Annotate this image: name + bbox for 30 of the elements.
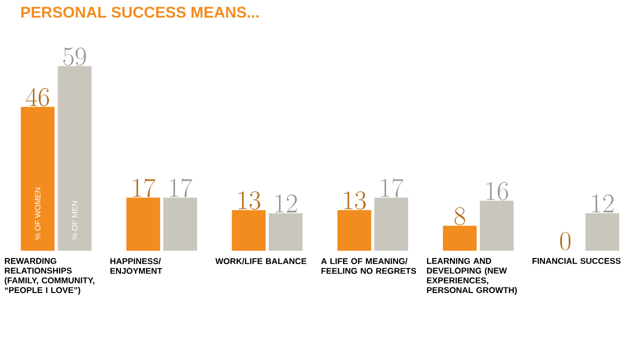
bar bbox=[374, 198, 408, 251]
bar bbox=[268, 213, 303, 251]
data-label: 17 bbox=[170, 178, 192, 198]
x-tick-label: HAPPINESS/ ENJOYMENT bbox=[110, 258, 162, 274]
data-label: 13 bbox=[238, 191, 260, 210]
bar bbox=[442, 226, 477, 251]
data-label: 59 bbox=[63, 48, 86, 66]
data-label: 13 bbox=[344, 191, 366, 210]
chart-title: PERSONAL SUCCESS MEANS... bbox=[21, 6, 259, 18]
data-label: 12 bbox=[276, 194, 297, 212]
bar bbox=[232, 210, 266, 251]
bar bbox=[126, 198, 160, 251]
data-label: 12 bbox=[592, 194, 614, 212]
data-label: 8 bbox=[454, 207, 466, 226]
data-label: 16 bbox=[486, 182, 508, 200]
bar bbox=[163, 198, 198, 251]
bar bbox=[20, 106, 55, 251]
data-label: 0 bbox=[560, 232, 570, 250]
x-tick-label: FINANCIAL SUCCESS bbox=[532, 258, 621, 264]
x-tick-label: REWARDING RELATIONSHIPS (FAMILY, COMMUNITY, “PEOPLE I LOVE”) bbox=[4, 258, 94, 295]
data-label: 17 bbox=[381, 178, 404, 198]
bar bbox=[480, 200, 514, 251]
bar bbox=[337, 210, 372, 251]
x-tick-label: LEARNING AND DEVELOPING (NEW EXPERIENCES, PERSONAL GROWTH) bbox=[427, 258, 517, 295]
data-label: 46 bbox=[26, 88, 49, 106]
bar bbox=[585, 213, 620, 251]
data-label: 17 bbox=[133, 178, 156, 198]
bar bbox=[58, 66, 92, 251]
x-tick-label: A LIFE OF MEANING/ FEELING NO REGRETS bbox=[321, 258, 416, 274]
x-tick-label: WORK/LIFE BALANCE bbox=[215, 258, 306, 264]
